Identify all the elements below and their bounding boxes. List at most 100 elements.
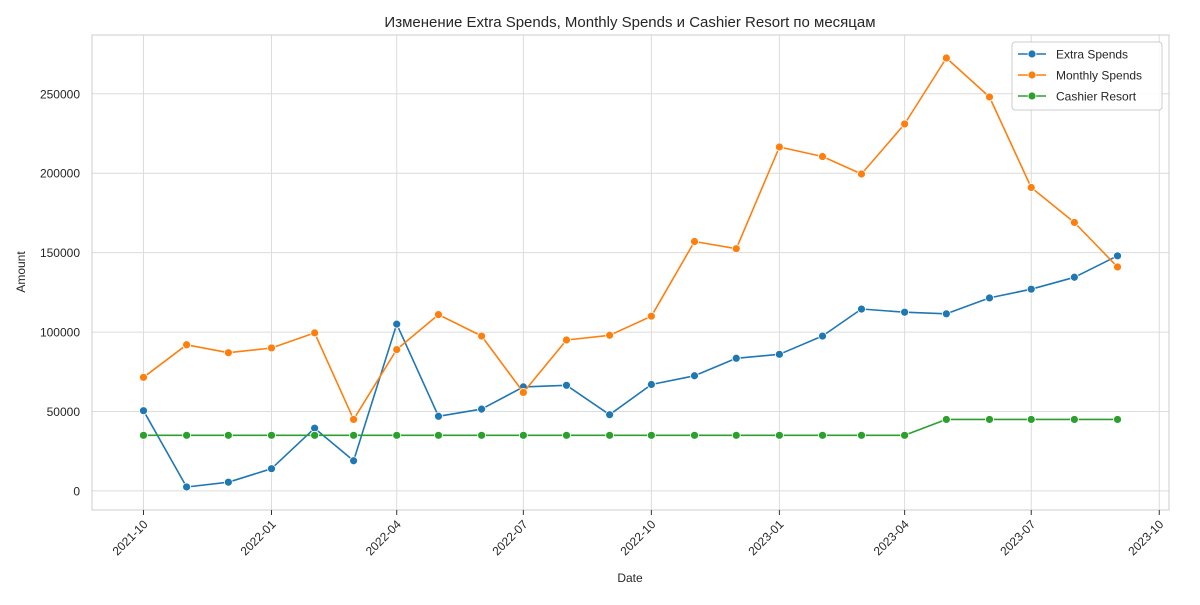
legend-marker	[1027, 91, 1037, 101]
data-point	[392, 345, 402, 354]
data-point	[690, 237, 699, 246]
data-point	[941, 53, 951, 63]
x-axis-label: Date	[617, 571, 643, 585]
x-tick-label: 2023-01	[745, 517, 786, 558]
data-point	[941, 415, 951, 424]
legend-marker	[1027, 70, 1037, 80]
data-point	[857, 169, 866, 179]
legend: Extra Spends Monthly Spends Cashier Resort	[1011, 41, 1163, 111]
series-line	[143, 57, 1119, 421]
data-point	[267, 464, 276, 474]
series-line	[142, 255, 1118, 488]
y-tick-label: 150000	[40, 246, 80, 260]
series	[139, 53, 1122, 492]
series-extra-spends	[139, 251, 1122, 492]
data-point	[477, 430, 487, 440]
x-tick-label: 2022-10	[617, 517, 658, 558]
data-point	[223, 477, 233, 487]
data-point	[310, 430, 320, 440]
data-point	[1026, 284, 1036, 294]
data-point	[392, 430, 402, 440]
y-tick-label: 50000	[47, 405, 81, 419]
data-point	[774, 430, 784, 440]
data-point	[223, 430, 233, 440]
data-point	[731, 244, 741, 254]
x-tick-label: 2021-10	[110, 517, 151, 558]
legend-items: Extra Spends Monthly Spends Cashier Resort	[1018, 48, 1142, 104]
data-point	[182, 430, 192, 440]
data-point	[605, 330, 615, 340]
data-point	[818, 152, 827, 161]
x-tick-label: 2023-10	[1125, 517, 1166, 558]
data-point	[731, 430, 741, 440]
grid	[92, 35, 1169, 510]
legend-label: Monthly Spends	[1056, 69, 1142, 83]
data-point	[646, 311, 656, 321]
x-tick-label: 2022-07	[489, 517, 530, 558]
data-point	[182, 482, 192, 492]
data-point	[1113, 262, 1122, 272]
series-line	[143, 418, 1118, 437]
data-point	[310, 328, 320, 338]
x-tick-label: 2023-04	[871, 517, 912, 558]
data-point	[349, 430, 358, 440]
data-point	[1026, 183, 1036, 192]
data-point	[1069, 218, 1079, 227]
y-tick-label: 250000	[40, 87, 80, 101]
data-point	[900, 307, 910, 317]
data-point	[605, 430, 615, 440]
data-point	[562, 380, 571, 390]
data-point	[518, 388, 528, 397]
data-point	[477, 404, 487, 414]
x-axis: 2021-10 2022-01 2022-04 2022-07 2022-10 2023-…	[110, 510, 1167, 558]
data-point	[690, 430, 699, 440]
data-point	[1113, 415, 1122, 424]
chart-title: Изменение Extra Spends, Monthly Spends и…	[384, 14, 875, 31]
data-point	[434, 310, 443, 319]
data-point	[941, 309, 951, 319]
data-point	[985, 293, 994, 303]
data-point	[434, 430, 443, 440]
legend-item: Extra Spends	[1018, 48, 1128, 62]
data-point	[605, 410, 615, 420]
data-point	[1113, 251, 1122, 261]
plot-area	[91, 34, 1170, 511]
data-point	[434, 411, 443, 421]
data-point	[690, 371, 699, 381]
data-point	[139, 372, 148, 382]
data-point	[818, 430, 827, 440]
data-point	[646, 380, 656, 389]
data-point	[985, 415, 994, 424]
y-axis-label: Amount	[14, 251, 28, 293]
data-point	[349, 415, 358, 424]
data-point	[562, 430, 571, 440]
data-point	[731, 353, 741, 363]
y-tick-label: 0	[73, 484, 80, 498]
series-monthly-spends	[139, 53, 1122, 424]
x-tick-label: 2022-04	[363, 517, 404, 558]
data-point	[223, 348, 233, 358]
x-tick-label: 2023-07	[997, 517, 1038, 558]
legend-label: Cashier Resort	[1056, 90, 1137, 104]
y-axis: 0 50000 100000 150000 200000 250000	[40, 87, 80, 498]
legend-item: Monthly Spends	[1018, 69, 1142, 83]
legend-label: Extra Spends	[1056, 48, 1128, 62]
data-point	[857, 304, 866, 314]
series-cashier-resort	[139, 415, 1122, 440]
data-point	[900, 430, 910, 440]
data-point	[477, 331, 487, 341]
y-tick-label: 200000	[40, 167, 80, 181]
legend-marker	[1027, 49, 1037, 59]
x-tick-label: 2022-01	[238, 517, 279, 558]
data-point	[646, 430, 656, 440]
data-point	[774, 142, 784, 152]
data-point	[349, 456, 358, 466]
data-point	[182, 340, 192, 350]
data-point	[139, 430, 148, 440]
legend-box	[1011, 41, 1163, 111]
data-point	[774, 349, 784, 359]
data-point	[139, 406, 148, 416]
legend-item: Cashier Resort	[1018, 90, 1137, 104]
